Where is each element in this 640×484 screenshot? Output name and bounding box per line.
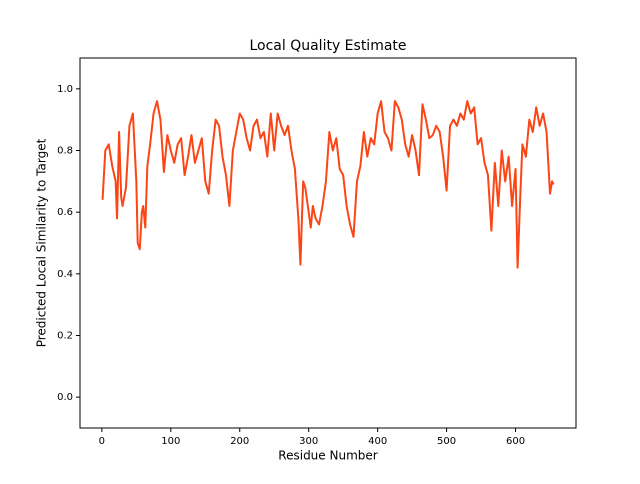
y-axis-label: Predicted Local Similarity to Target	[35, 138, 49, 347]
line-series	[101, 100, 555, 269]
x-tick-label: 300	[299, 436, 318, 447]
y-tick-label: 1.0	[57, 84, 73, 95]
x-tick-label: 400	[368, 436, 387, 447]
x-tick-label: 100	[161, 436, 180, 447]
y-tick-label: 0.6	[57, 207, 73, 218]
y-tick-label: 0.8	[57, 146, 73, 157]
y-tick-label: 0.4	[57, 269, 73, 280]
x-tick-label: 0	[99, 436, 105, 447]
x-tick-label: 600	[506, 436, 525, 447]
plot-frame	[79, 57, 577, 429]
y-tick-label: 0.2	[57, 331, 73, 342]
chart-title: Local Quality Estimate	[249, 38, 406, 54]
x-tick-label: 500	[437, 436, 456, 447]
x-axis-label: Residue Number	[278, 449, 377, 463]
y-tick-label: 0.0	[57, 392, 73, 403]
x-tick-label: 200	[230, 436, 249, 447]
